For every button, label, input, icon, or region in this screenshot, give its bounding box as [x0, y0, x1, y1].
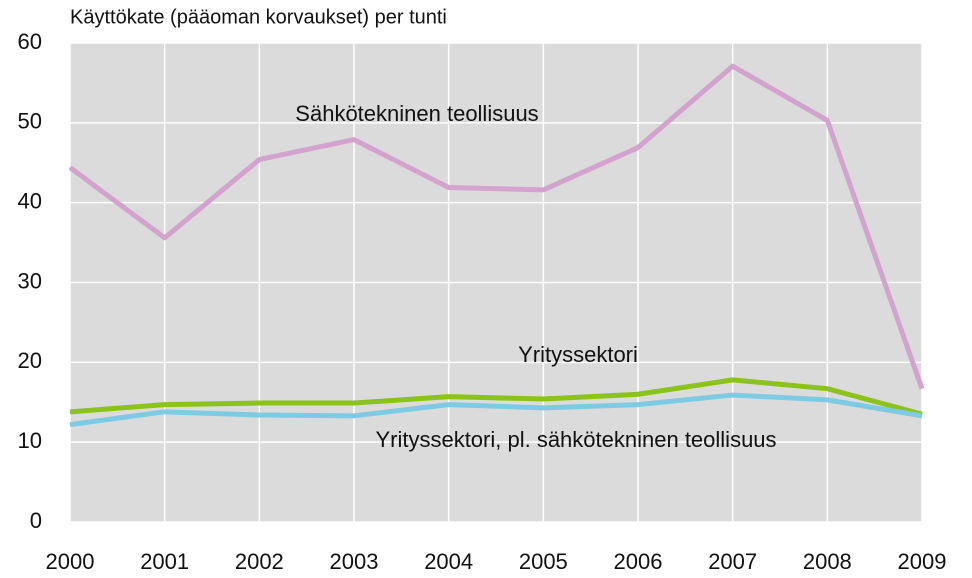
y-tick-label: 30 — [18, 268, 42, 293]
series-label: Sähkötekninen teollisuus — [295, 101, 538, 126]
chart-title: Käyttökate (pääoman korvaukset) per tunt… — [70, 6, 447, 28]
y-tick-label: 60 — [18, 29, 42, 54]
y-tick-label: 40 — [18, 188, 42, 213]
series-line — [69, 377, 923, 417]
x-tick-label: 2009 — [898, 549, 947, 574]
x-tick-label: 2005 — [519, 549, 568, 574]
x-tick-label: 2008 — [803, 549, 852, 574]
x-tick-label: 2000 — [46, 549, 95, 574]
x-tick-label: 2001 — [140, 549, 189, 574]
x-tick-label: 2002 — [235, 549, 284, 574]
series-line — [68, 63, 925, 390]
y-tick-label: 20 — [18, 348, 42, 373]
series-label: Yrityssektori — [518, 342, 638, 367]
series-label: Yrityssektori, pl. sähkötekninen teollis… — [375, 427, 776, 452]
x-tick-label: 2006 — [614, 549, 663, 574]
y-tick-label: 0 — [30, 508, 42, 533]
x-tick-label: 2007 — [708, 549, 757, 574]
y-tick-label: 50 — [18, 109, 42, 134]
x-tick-label: 2004 — [424, 549, 473, 574]
y-tick-label: 10 — [18, 428, 42, 453]
series-line — [69, 392, 923, 428]
x-tick-label: 2003 — [330, 549, 379, 574]
